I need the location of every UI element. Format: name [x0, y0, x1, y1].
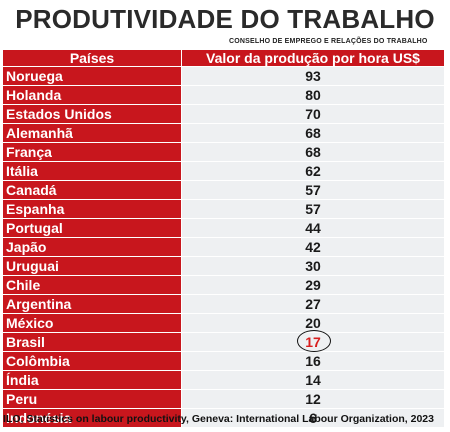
table-row: Estados Unidos 70	[3, 105, 444, 124]
country-cell: Indonésia	[3, 409, 181, 427]
value-cell: 29	[181, 276, 444, 294]
value-cell: 44	[181, 219, 444, 237]
country-cell: Brasil	[3, 333, 181, 351]
table-row: México 20	[3, 314, 444, 333]
table-row: Peru 12	[3, 390, 444, 409]
country-cell: Espanha	[3, 200, 181, 218]
value-cell: 42	[181, 238, 444, 256]
country-cell: Estados Unidos	[3, 105, 181, 123]
table-row: Argentina 27	[3, 295, 444, 314]
value-cell: 12	[181, 390, 444, 408]
table-row: Canadá 57	[3, 181, 444, 200]
country-cell: Noruega	[3, 67, 181, 85]
value-text: 68	[305, 125, 321, 141]
country-cell: Holanda	[3, 86, 181, 104]
country-cell: Chile	[3, 276, 181, 294]
value-cell: 70	[181, 105, 444, 123]
value-cell: 93	[181, 67, 444, 85]
header-country: Países	[3, 50, 181, 66]
value-text: 14	[305, 372, 321, 388]
value-text: 68	[305, 144, 321, 160]
value-cell: 62	[181, 162, 444, 180]
value-cell: 20	[181, 314, 444, 332]
value-cell: 68	[181, 124, 444, 142]
country-cell: Canadá	[3, 181, 181, 199]
table-row: Noruega 93	[3, 67, 444, 86]
value-cell: 57	[181, 181, 444, 199]
table-row: Itália 62	[3, 162, 444, 181]
productivity-table: Países Valor da produção por hora US$ No…	[3, 50, 444, 428]
country-cell: Índia	[3, 371, 181, 389]
table-row: França 68	[3, 143, 444, 162]
value-cell: 68	[181, 143, 444, 161]
value-text: 57	[305, 182, 321, 198]
value-text: 80	[305, 87, 321, 103]
header-value: Valor da produção por hora US$	[181, 50, 444, 66]
table-row: Portugal 44	[3, 219, 444, 238]
table-row: Brasil 17	[3, 330, 444, 352]
value-text: 44	[305, 220, 321, 236]
highlight-circle	[297, 330, 331, 352]
value-text: 57	[305, 201, 321, 217]
value-cell: 27	[181, 295, 444, 313]
value-cell: 6	[181, 409, 444, 427]
value-text: 20	[305, 315, 321, 331]
value-cell: 14	[181, 371, 444, 389]
country-cell: Portugal	[3, 219, 181, 237]
value-text: 12	[305, 391, 321, 407]
country-cell: Japão	[3, 238, 181, 256]
country-cell: França	[3, 143, 181, 161]
value-text: 6	[309, 410, 317, 426]
value-text: 30	[305, 258, 321, 274]
value-cell: 16	[181, 352, 444, 370]
page-subtitle: CONSELHO DE EMPREGO E RELAÇÕES DO TRABAL…	[229, 38, 428, 45]
table-header-row: Países Valor da produção por hora US$	[3, 50, 444, 67]
value-text: 62	[305, 163, 321, 179]
table-row: Indonésia 6	[3, 409, 444, 428]
source-citation: ILO, Statistics on labour productivity, …	[3, 413, 434, 425]
table-row: Chile 29	[3, 276, 444, 295]
table-row: Colômbia 16	[3, 352, 444, 371]
table-row: Holanda 80	[3, 86, 444, 105]
value-text: 93	[305, 68, 321, 84]
table-row: Alemanhã 68	[3, 124, 444, 143]
country-cell: Alemanhã	[3, 124, 181, 142]
value-cell: 57	[181, 200, 444, 218]
value-text: 27	[305, 296, 321, 312]
table-row: Uruguai 30	[3, 257, 444, 276]
table-row: Espanha 57	[3, 200, 444, 219]
value-text: 42	[305, 239, 321, 255]
country-cell: Colômbia	[3, 352, 181, 370]
value-cell: 30	[181, 257, 444, 275]
value-cell: 17	[181, 330, 444, 352]
value-text: 16	[305, 353, 321, 369]
value-text: 70	[305, 106, 321, 122]
page-title: PRODUTIVIDADE DO TRABALHO	[15, 4, 435, 34]
country-cell: Uruguai	[3, 257, 181, 275]
table-body: Noruega 93 Holanda 80 Estados Unidos 70 Aleman…	[3, 67, 444, 428]
country-cell: México	[3, 314, 181, 332]
value-text: 29	[305, 277, 321, 293]
country-cell: Peru	[3, 390, 181, 408]
table-row: Índia 14	[3, 371, 444, 390]
table-row: Japão 42	[3, 238, 444, 257]
value-cell: 80	[181, 86, 444, 104]
country-cell: Argentina	[3, 295, 181, 313]
country-cell: Itália	[3, 162, 181, 180]
